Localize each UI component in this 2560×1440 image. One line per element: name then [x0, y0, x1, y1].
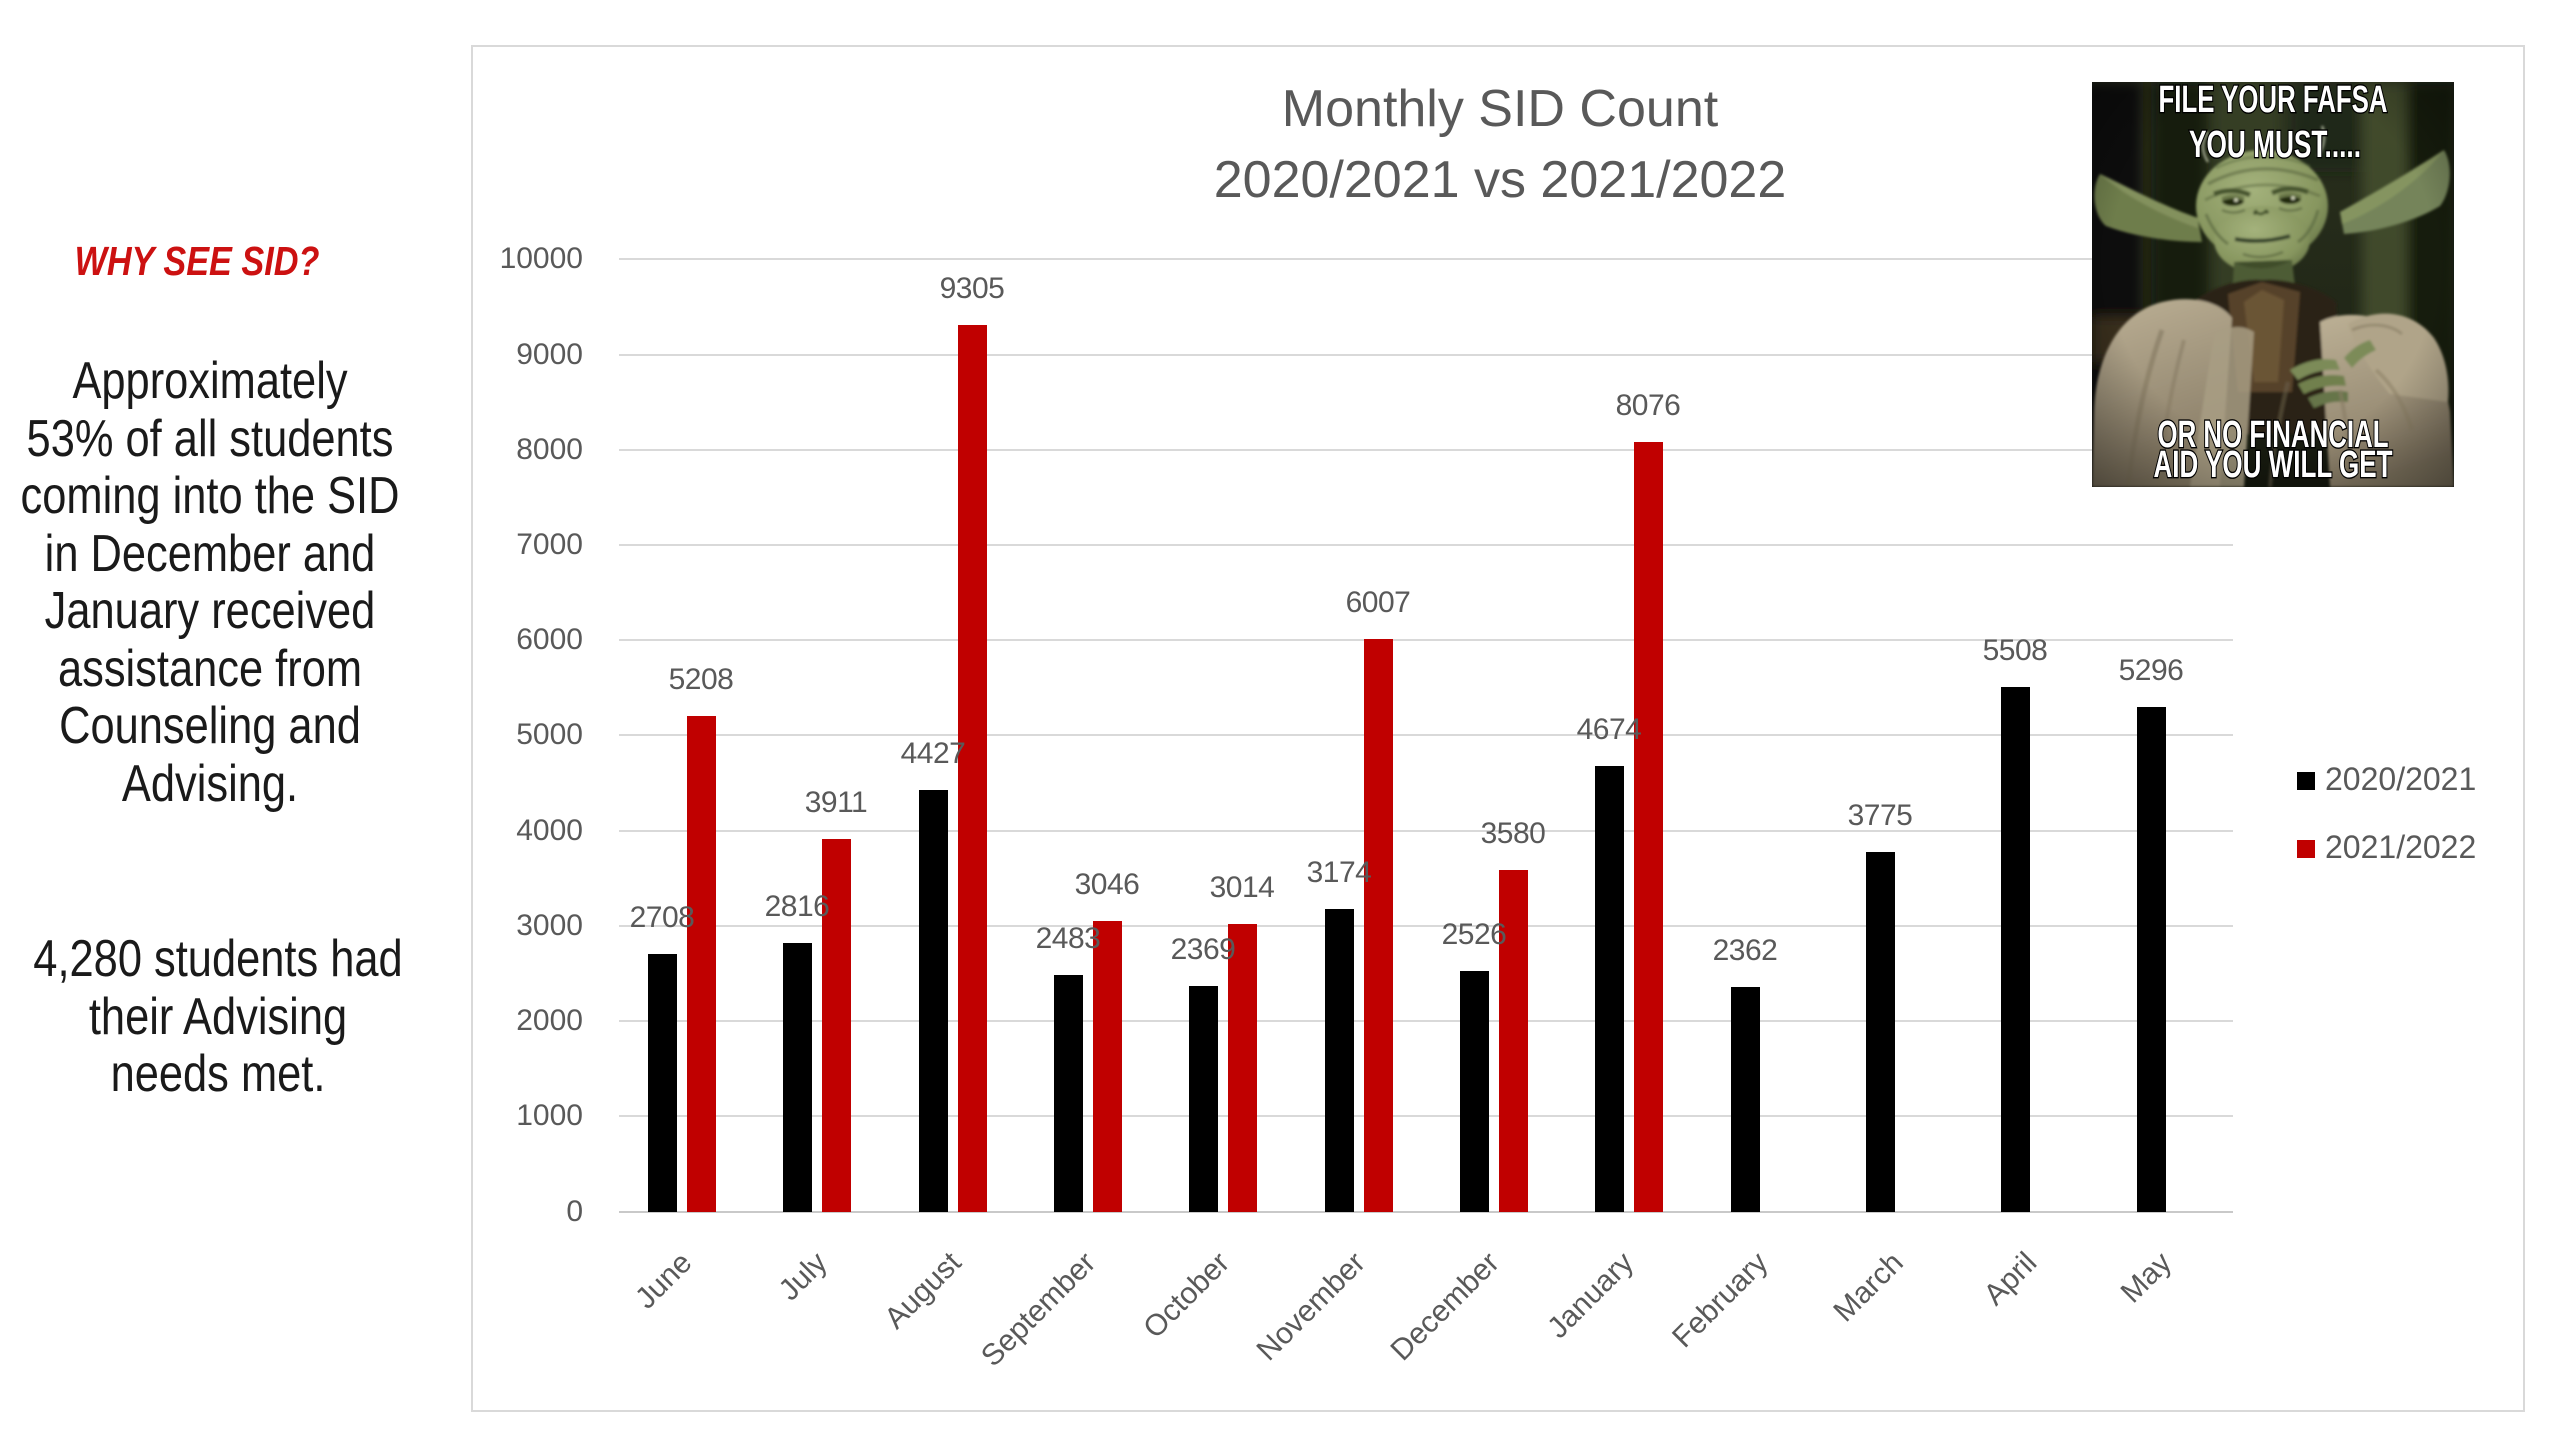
svg-text:YOU MUST.....: YOU MUST.....: [2189, 124, 2361, 166]
svg-text:FILE YOUR FAFSA: FILE YOUR FAFSA: [2159, 82, 2388, 121]
svg-text:OR NO FINANCIAL: OR NO FINANCIAL: [2158, 414, 2389, 456]
svg-text:AID YOU WILL GET: AID YOU WILL GET: [2154, 444, 2393, 486]
